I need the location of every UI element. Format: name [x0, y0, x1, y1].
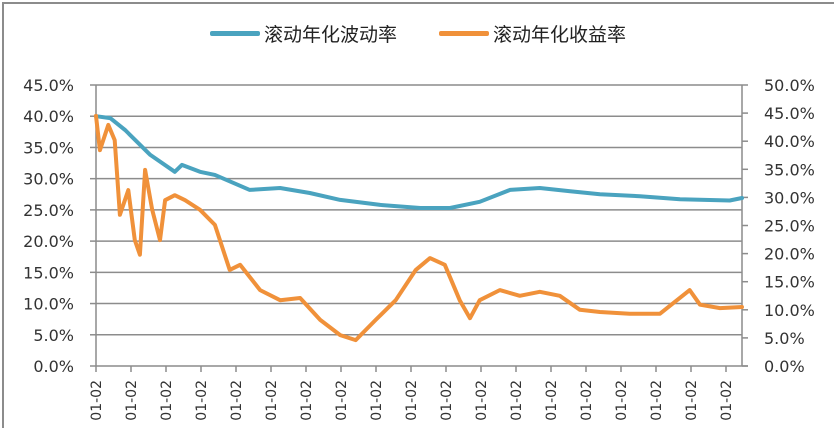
- x-axis-tick-label: 01-02: [474, 380, 490, 421]
- x-axis-tick-label: 01-02: [299, 380, 315, 421]
- chart-legend: 滚动年化波动率 滚动年化收益率: [0, 20, 836, 47]
- right-axis-tick-label: 5.0%: [764, 329, 805, 348]
- x-axis-tick-label: 01-02: [159, 380, 175, 421]
- left-axis-tick-label: 20.0%: [23, 232, 74, 251]
- right-axis-tick-label: 30.0%: [764, 188, 815, 207]
- left-axis-tick-label: 45.0%: [23, 76, 74, 95]
- left-axis-tick-label: 35.0%: [23, 138, 74, 157]
- right-axis-tick-label: 25.0%: [764, 217, 815, 236]
- right-axis-tick-label: 45.0%: [764, 104, 815, 123]
- x-axis: 01-02 01-02 01-02 01-02 01-02 01-02 01-02 01-02…: [89, 365, 748, 421]
- x-axis-tick-label: 01-02: [719, 380, 735, 421]
- x-axis-tick-label: 01-02: [684, 380, 700, 421]
- left-axis-tick-label: 25.0%: [23, 201, 74, 220]
- x-axis-tick-label: 01-02: [229, 380, 245, 421]
- x-axis-tick-label: 01-02: [614, 380, 630, 421]
- right-axis-tick-label: 10.0%: [764, 301, 815, 320]
- x-axis-tick-label: 01-02: [124, 380, 140, 421]
- legend-item-return: 滚动年化收益率: [439, 20, 626, 47]
- right-axis-tick-label: 15.0%: [764, 273, 815, 292]
- legend-swatch-volatility: [209, 31, 260, 36]
- right-axis-tick-label: 40.0%: [764, 132, 815, 151]
- right-axis-tick-label: 0.0%: [764, 357, 805, 376]
- legend-item-volatility: 滚动年化波动率: [209, 20, 397, 47]
- left-axis-tick-label: 40.0%: [23, 107, 74, 126]
- x-axis-tick-label: 01-02: [404, 380, 420, 421]
- left-axis-tick-label: 30.0%: [23, 170, 74, 189]
- left-y-axis: 0.0% 5.0% 10.0% 15.0% 20.0% 25.0% 30.0% 35.0% 40…: [23, 76, 97, 376]
- x-axis-tick-label: 01-02: [544, 380, 560, 421]
- left-axis-tick-label: 5.0%: [33, 326, 74, 345]
- x-axis-tick-label: 01-02: [649, 380, 665, 421]
- legend-label-volatility: 滚动年化波动率: [263, 24, 397, 46]
- x-axis-tick-label: 01-02: [369, 380, 385, 421]
- x-axis-tick-label: 01-02: [439, 380, 455, 421]
- left-axis-tick-label: 10.0%: [23, 295, 74, 314]
- gridlines: [96, 84, 742, 336]
- right-axis-tick-label: 50.0%: [764, 76, 815, 95]
- right-axis-tick-label: 35.0%: [764, 160, 815, 179]
- volatility-line: [94, 114, 744, 210]
- x-axis-tick-label: 01-02: [579, 380, 595, 421]
- return-line: [94, 113, 744, 343]
- right-y-axis: 0.0% 5.0% 10.0% 15.0% 20.0% 25.0% 30.0% 35.0% 40…: [741, 76, 815, 376]
- right-axis-tick-label: 20.0%: [764, 245, 815, 264]
- left-axis-tick-label: 0.0%: [33, 357, 74, 376]
- x-axis-tick-label: 01-02: [194, 380, 210, 421]
- legend-swatch-return: [439, 31, 489, 36]
- x-axis-tick-label: 01-02: [89, 380, 105, 421]
- left-axis-tick-label: 15.0%: [23, 263, 74, 282]
- x-axis-tick-label: 01-02: [334, 380, 350, 421]
- legend-label-return: 滚动年化收益率: [493, 24, 627, 46]
- data-series: [94, 113, 744, 343]
- x-axis-tick-label: 01-02: [264, 380, 280, 421]
- x-axis-tick-label: 01-02: [509, 380, 525, 421]
